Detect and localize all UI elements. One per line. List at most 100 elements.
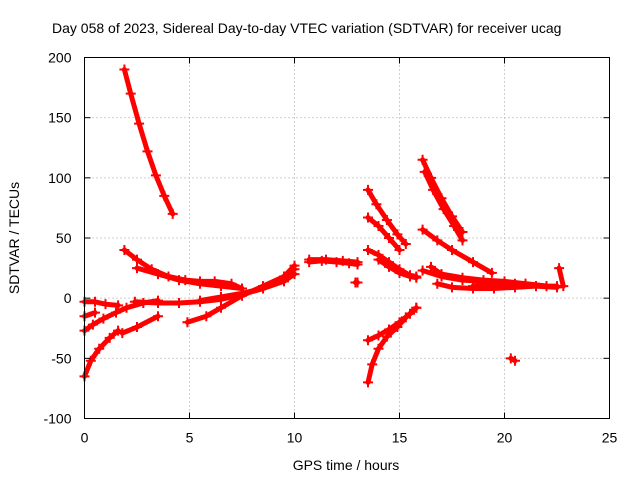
data-point [87, 319, 98, 330]
series-arc17 [373, 254, 422, 283]
data-point [98, 313, 109, 324]
data-point [457, 272, 468, 283]
series-arc14 [363, 184, 411, 250]
series-arc11 [195, 269, 300, 306]
data-point [468, 281, 478, 292]
data-point [363, 335, 373, 346]
plot-frame [84, 57, 610, 419]
data-point [216, 291, 226, 302]
series-arc6 [79, 307, 100, 322]
data-point [447, 245, 457, 256]
data-point [150, 170, 161, 181]
data-point [400, 239, 411, 250]
data-point [100, 299, 111, 310]
data-point [195, 295, 205, 306]
data-point [394, 245, 405, 256]
data-point [447, 282, 457, 293]
data-point [153, 269, 163, 280]
data-point [489, 279, 499, 290]
data-series [79, 64, 569, 388]
data-point [90, 307, 100, 318]
data-point [132, 263, 142, 274]
data-point [381, 331, 392, 342]
y-tick-label: 0 [64, 290, 72, 306]
x-tick-label: 15 [392, 430, 408, 446]
series-arc20 [350, 277, 363, 288]
data-point [363, 184, 373, 195]
data-point [486, 267, 497, 278]
data-point [373, 343, 384, 354]
data-point [417, 224, 428, 235]
data-point [132, 254, 142, 265]
data-point [428, 184, 439, 195]
data-point [201, 311, 212, 322]
data-point [417, 154, 428, 165]
data-point [119, 245, 130, 256]
data-point [134, 118, 145, 129]
data-point [337, 255, 348, 266]
series-arc4 [79, 296, 124, 311]
series-arc27 [468, 278, 562, 293]
series-arc22 [419, 166, 468, 246]
data-point [373, 254, 384, 265]
series-trace [306, 257, 360, 265]
series-arc7 [79, 295, 163, 336]
series-trace [365, 215, 402, 253]
data-point [321, 254, 331, 265]
data-point [113, 300, 124, 311]
data-point [125, 88, 136, 99]
data-point [111, 307, 121, 318]
series-arc13 [304, 254, 363, 268]
y-tick-label: 200 [48, 50, 72, 66]
data-point [510, 355, 520, 366]
data-point [438, 204, 449, 215]
y-axis-label: SDTVAR / TECUs [6, 182, 22, 294]
series-arc8 [79, 325, 124, 382]
x-tick-label: 20 [497, 430, 513, 446]
data-point [449, 220, 460, 231]
data-point [419, 166, 430, 177]
y-tick-label: 150 [48, 110, 72, 126]
data-point [363, 377, 373, 388]
data-point [279, 276, 289, 287]
data-point [121, 302, 132, 313]
data-point [432, 235, 443, 246]
data-point [182, 317, 193, 328]
data-point [90, 296, 100, 307]
data-point [531, 281, 541, 292]
data-point [432, 278, 443, 289]
data-point [392, 322, 403, 333]
x-tick-label: 0 [81, 430, 89, 446]
data-point [174, 297, 184, 308]
data-point [426, 261, 436, 272]
data-point [363, 212, 373, 223]
data-point [104, 332, 115, 343]
series-arc29 [505, 353, 520, 366]
data-point [367, 359, 378, 370]
data-point [174, 275, 184, 286]
data-point [153, 311, 163, 322]
series-arc15 [363, 212, 405, 256]
data-point [373, 330, 384, 341]
grid [84, 57, 610, 419]
series-arc23 [417, 224, 497, 278]
series-trace [365, 305, 419, 385]
data-point [405, 271, 415, 282]
data-point [411, 272, 422, 283]
data-point [352, 257, 363, 268]
y-tick-label: -50 [51, 350, 71, 366]
data-point [94, 343, 105, 354]
data-point [363, 245, 373, 256]
data-point [468, 257, 478, 268]
series-arc19 [363, 302, 422, 388]
data-point [436, 269, 447, 280]
data-point [371, 199, 382, 210]
data-point [159, 190, 170, 201]
data-point [558, 281, 569, 292]
axis-ticks: 0 5 10 15 20 25 -100 -50 0 50 100 150 200 [43, 50, 617, 446]
data-point [510, 278, 520, 289]
data-point [304, 254, 315, 265]
data-point [552, 282, 562, 293]
data-point [117, 328, 128, 339]
